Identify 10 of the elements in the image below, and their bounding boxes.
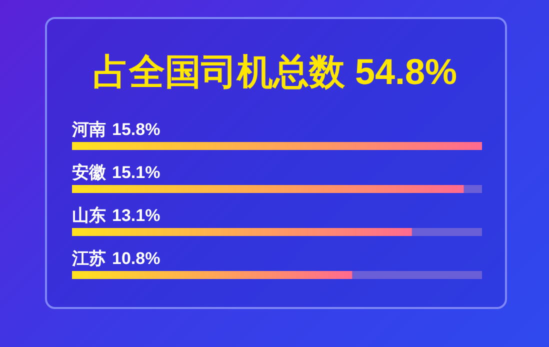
y-tick-label: 江苏 bbox=[71, 249, 106, 268]
y-tick-label: 安徽 bbox=[72, 163, 107, 182]
y-tick-label: 河南 bbox=[71, 120, 106, 139]
y-tick-label: 山东 bbox=[72, 206, 106, 225]
data-label: 15.1% bbox=[112, 163, 160, 182]
data-label: 10.8% bbox=[112, 249, 160, 268]
data-label: 15.8% bbox=[112, 120, 160, 139]
chart-title: 占全国司机总数 54.8% bbox=[92, 50, 458, 94]
data-label: 13.1% bbox=[112, 206, 160, 225]
bar bbox=[72, 142, 482, 150]
